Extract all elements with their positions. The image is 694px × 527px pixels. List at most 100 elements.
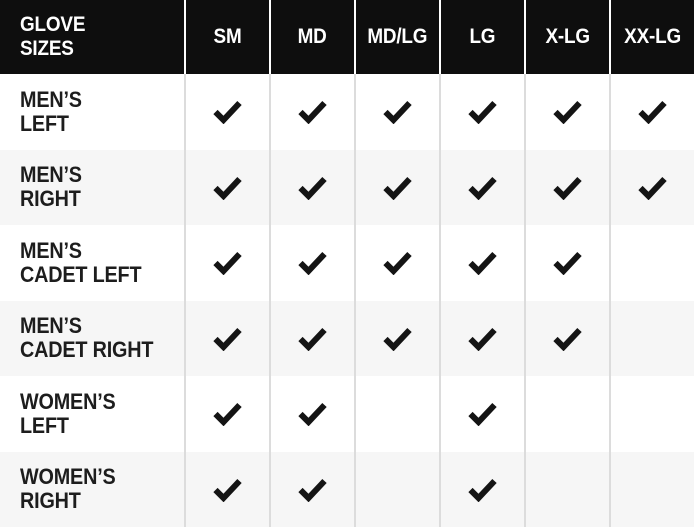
check-icon: [468, 327, 497, 351]
row-label: MEN’S LEFT: [0, 74, 184, 150]
table-title-cell: GLOVE SIZES: [0, 0, 184, 74]
check-icon: [383, 327, 412, 351]
check-cell: [269, 376, 354, 452]
check-cell: [184, 225, 269, 301]
empty-cell: [524, 451, 609, 527]
column-header-label: SM: [213, 25, 242, 48]
check-cell: [524, 225, 609, 301]
check-cell: [269, 451, 354, 527]
check-icon: [468, 478, 497, 502]
check-cell: [184, 376, 269, 452]
check-icon: [553, 176, 582, 200]
column-header-x-lg: X-LG: [524, 0, 609, 74]
check-cell: [439, 149, 524, 225]
check-cell: [354, 74, 439, 150]
row-label: MEN’S RIGHT: [0, 149, 184, 225]
check-icon: [298, 327, 327, 351]
check-cell: [439, 300, 524, 376]
check-icon: [213, 176, 242, 200]
row-label-line: CADET LEFT: [20, 261, 142, 287]
empty-cell: [524, 376, 609, 452]
row-label-text: WOMEN’S RIGHT: [20, 465, 116, 513]
row-label-line: RIGHT: [20, 186, 81, 212]
check-icon: [468, 176, 497, 200]
check-icon: [383, 252, 412, 276]
empty-cell: [354, 451, 439, 527]
check-cell: [439, 376, 524, 452]
check-icon: [383, 101, 412, 125]
empty-cell: [609, 451, 694, 527]
row-label-line: WOMEN’S: [20, 464, 116, 490]
column-header-label: MD/LG: [367, 25, 428, 48]
check-icon: [298, 403, 327, 427]
check-cell: [269, 149, 354, 225]
row-label: WOMEN’S LEFT: [0, 376, 184, 452]
check-icon: [298, 101, 327, 125]
empty-cell: [354, 376, 439, 452]
check-cell: [354, 225, 439, 301]
row-label-line: MEN’S: [20, 162, 82, 188]
column-header-label: XX-LG: [624, 25, 681, 48]
column-header-md: MD: [269, 0, 354, 74]
check-cell: [184, 451, 269, 527]
column-header-label: X-LG: [545, 25, 590, 48]
row-label: MEN’S CADET RIGHT: [0, 300, 184, 376]
check-cell: [439, 74, 524, 150]
row-label-line: MEN’S: [20, 86, 82, 112]
check-cell: [524, 300, 609, 376]
column-header-lg: LG: [439, 0, 524, 74]
check-icon: [638, 101, 667, 125]
column-header-label: MD: [297, 25, 328, 48]
check-cell: [269, 300, 354, 376]
check-icon: [213, 403, 242, 427]
check-icon: [298, 252, 327, 276]
empty-cell: [609, 300, 694, 376]
column-header-xx-lg: XX-LG: [609, 0, 694, 74]
row-label-line: LEFT: [20, 110, 69, 136]
check-cell: [184, 149, 269, 225]
check-icon: [468, 252, 497, 276]
check-cell: [609, 149, 694, 225]
check-cell: [184, 300, 269, 376]
check-icon: [383, 176, 412, 200]
check-icon: [298, 176, 327, 200]
row-label: MEN’S CADET LEFT: [0, 225, 184, 301]
empty-cell: [609, 376, 694, 452]
row-label-line: CADET RIGHT: [20, 337, 154, 363]
check-cell: [524, 149, 609, 225]
row-label-text: MEN’S CADET RIGHT: [20, 313, 154, 363]
row-label: WOMEN’S RIGHT: [0, 451, 184, 527]
check-icon: [553, 327, 582, 351]
check-icon: [213, 327, 242, 351]
row-label-line: LEFT: [20, 412, 69, 438]
row-label-line: RIGHT: [20, 488, 81, 514]
check-icon: [213, 252, 242, 276]
check-icon: [298, 478, 327, 502]
check-cell: [609, 74, 694, 150]
row-label-text: MEN’S RIGHT: [20, 163, 82, 211]
column-header-md-lg: MD/LG: [354, 0, 439, 74]
row-label-line: MEN’S: [20, 313, 82, 339]
table-title-line-2: SIZES: [20, 37, 74, 60]
check-icon: [213, 101, 242, 125]
check-cell: [184, 74, 269, 150]
check-icon: [468, 403, 497, 427]
check-cell: [269, 74, 354, 150]
check-icon: [638, 176, 667, 200]
table-title: GLOVE SIZES: [20, 13, 85, 61]
column-header-sm: SM: [184, 0, 269, 74]
row-label-text: MEN’S CADET LEFT: [20, 237, 142, 287]
column-header-label: LG: [469, 25, 496, 48]
row-label-text: MEN’S LEFT: [20, 86, 82, 136]
row-label-line: WOMEN’S: [20, 388, 116, 414]
check-cell: [354, 149, 439, 225]
empty-cell: [609, 225, 694, 301]
row-label-line: MEN’S: [20, 237, 82, 263]
check-icon: [468, 101, 497, 125]
check-icon: [553, 101, 582, 125]
row-label-text: WOMEN’S LEFT: [20, 388, 116, 438]
check-cell: [439, 225, 524, 301]
check-icon: [213, 478, 242, 502]
check-cell: [524, 74, 609, 150]
